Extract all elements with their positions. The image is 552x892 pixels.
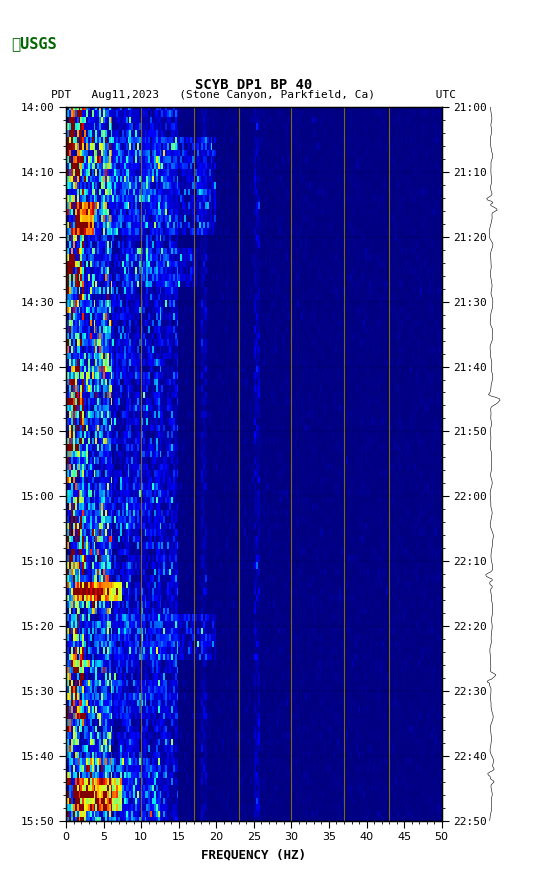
X-axis label: FREQUENCY (HZ): FREQUENCY (HZ) xyxy=(201,848,306,861)
Text: SCYB DP1 BP 40: SCYB DP1 BP 40 xyxy=(195,78,312,92)
Text: ⊿USGS: ⊿USGS xyxy=(11,36,57,51)
Text: PDT   Aug11,2023   (Stone Canyon, Parkfield, Ca)         UTC: PDT Aug11,2023 (Stone Canyon, Parkfield,… xyxy=(51,90,457,101)
